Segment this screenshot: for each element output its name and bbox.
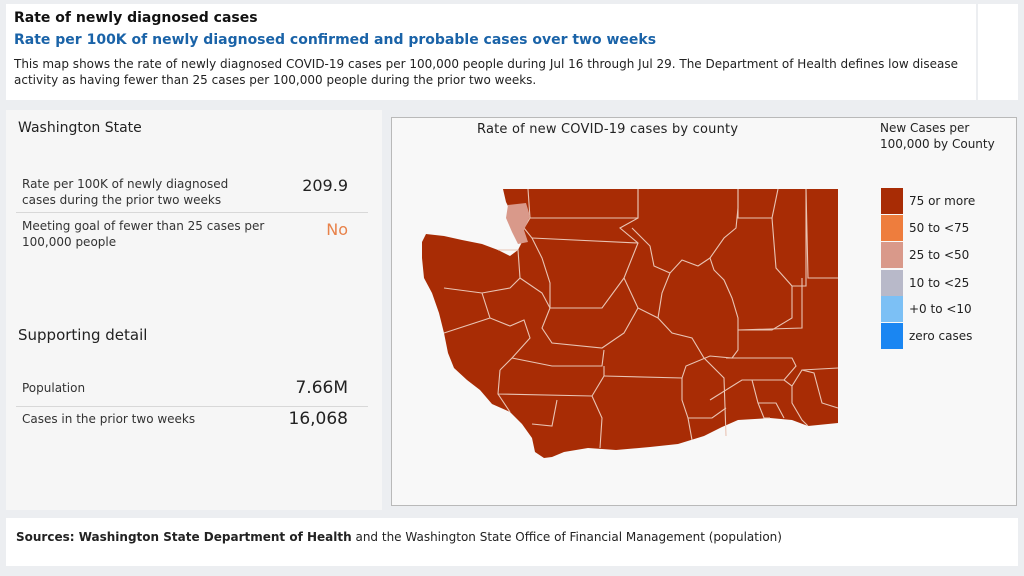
state-outline [422, 189, 838, 458]
sources-prefix: Sources: [16, 530, 79, 544]
sources-suffix: and the Washington State Office of Finan… [351, 530, 782, 544]
legend-swatch [881, 270, 903, 296]
legend-swatch [881, 242, 903, 268]
detail-row-population: Population 7.66M [16, 374, 368, 407]
header-scrollbar[interactable] [978, 4, 1018, 100]
detail-label: Population [22, 381, 86, 395]
legend-swatch [881, 296, 903, 322]
state-summary-panel: Washington State Rate per 100K of newly … [6, 110, 382, 510]
sources-text: Sources: Washington State Department of … [16, 530, 782, 544]
page-description: This map shows the rate of newly diagnos… [14, 57, 959, 87]
county-borders [443, 188, 839, 449]
legend-label: 10 to <25 [909, 276, 970, 290]
detail-value-population: 7.66M [295, 378, 348, 398]
detail-row-cases: Cases in the prior two weeks 16,068 [16, 407, 368, 439]
washington-map[interactable] [392, 118, 1016, 505]
county-san-juan[interactable] [506, 203, 530, 244]
legend-title: New Cases per 100,000 by County [880, 121, 995, 151]
map-title: Rate of new COVID-19 cases by county [477, 122, 739, 137]
sources-footer: Sources: Washington State Department of … [6, 518, 1018, 566]
metric-row-goal: Meeting goal of fewer than 25 cases per … [16, 214, 368, 256]
legend-label: zero cases [909, 329, 973, 343]
legend-label: 25 to <50 [909, 248, 970, 262]
state-title: Washington State [18, 120, 142, 136]
county-map-visual[interactable]: Rate of new COVID-19 cases by county New… [391, 117, 1017, 506]
legend-label: 50 to <75 [909, 221, 970, 235]
metric-value-rate: 209.9 [302, 176, 348, 195]
metric-label: Meeting goal of fewer than 25 cases per … [22, 219, 265, 249]
header-panel: Rate of newly diagnosed cases Rate per 1… [6, 4, 976, 100]
detail-label: Cases in the prior two weeks [22, 412, 196, 426]
page-title: Rate of newly diagnosed cases [14, 10, 258, 26]
metric-value-goal: No [326, 220, 348, 239]
page-subtitle: Rate per 100K of newly diagnosed confirm… [14, 32, 657, 48]
legend-swatch [881, 323, 903, 349]
legend-swatch [881, 188, 903, 214]
metric-row-rate: Rate per 100K of newly diagnosed cases d… [16, 170, 368, 213]
legend-label: +0 to <10 [909, 302, 972, 316]
legend-label: 75 or more [909, 194, 976, 208]
metric-label: Rate per 100K of newly diagnosed cases d… [22, 177, 229, 207]
legend-swatch [881, 215, 903, 241]
detail-value-cases: 16,068 [288, 409, 348, 429]
supporting-detail-title: Supporting detail [18, 326, 148, 344]
source-doh-link[interactable]: Washington State Department of Health [78, 530, 352, 544]
